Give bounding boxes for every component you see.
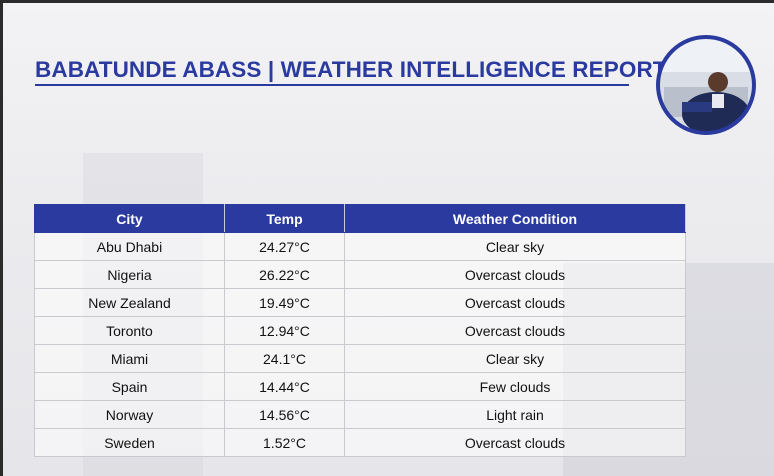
table-row: Spain 14.44°C Few clouds [34,372,686,401]
table-row: Miami 24.1°C Clear sky [34,344,686,373]
table-row: Sweden 1.52°C Overcast clouds [34,428,686,457]
table-cell: 26.22°C [224,260,345,289]
column-header: Temp [224,204,345,233]
table-cell: Overcast clouds [344,428,686,457]
table-row: Toronto 12.94°C Overcast clouds [34,316,686,345]
table-cell: 14.56°C [224,400,345,429]
table-cell: New Zealand [34,288,225,317]
table-cell: 14.44°C [224,372,345,401]
table-row: Nigeria 26.22°C Overcast clouds [34,260,686,289]
header-row: City Temp Weather Condition [34,204,686,233]
table-row: Norway 14.56°C Light rain [34,400,686,429]
column-header: Weather Condition [344,204,686,233]
table-cell: Overcast clouds [344,316,686,345]
table-cell: Spain [34,372,225,401]
table-cell: Overcast clouds [344,288,686,317]
table-cell: 19.49°C [224,288,345,317]
table-cell: Light rain [344,400,686,429]
table-cell: Sweden [34,428,225,457]
table-body: Abu Dhabi 24.27°C Clear sky Nigeria 26.22°C O… [34,232,686,457]
table-cell: 24.27°C [224,232,345,261]
report-title: BABATUNDE ABASS | WEATHER INTELLIGENCE R… [35,57,667,82]
table-cell: Norway [34,400,225,429]
table-cell: Nigeria [34,260,225,289]
table-cell: Clear sky [344,232,686,261]
profile-photo [656,35,756,135]
table-cell: Overcast clouds [344,260,686,289]
weather-table: City Temp Weather Condition Abu Dhabi 24.27… [34,204,686,457]
table-cell: Clear sky [344,344,686,373]
table-cell: Few clouds [344,372,686,401]
table-row: Abu Dhabi 24.27°C Clear sky [34,232,686,261]
column-header: City [34,204,225,233]
table-cell: Toronto [34,316,225,345]
table-cell: Miami [34,344,225,373]
table-cell: 12.94°C [224,316,345,345]
title-underline [35,84,629,86]
table-cell: 1.52°C [224,428,345,457]
table-cell: Abu Dhabi [34,232,225,261]
table-cell: 24.1°C [224,344,345,373]
table-row: New Zealand 19.49°C Overcast clouds [34,288,686,317]
